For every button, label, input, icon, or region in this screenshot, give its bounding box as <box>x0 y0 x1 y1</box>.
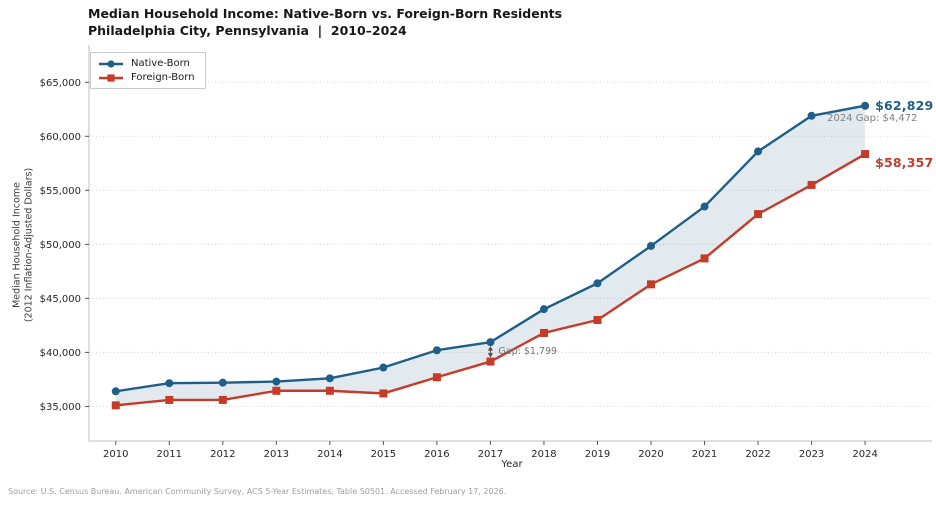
data-point-marker <box>325 386 334 395</box>
y-tick-label: $55,000 <box>40 186 81 197</box>
data-point-marker <box>272 386 281 395</box>
data-point-marker <box>700 202 709 211</box>
x-tick-label: 2017 <box>478 449 503 460</box>
data-point-marker <box>165 379 174 388</box>
chart-title-line2: Philadelphia City, Pennsylvania | 2010–2… <box>88 23 407 38</box>
legend-item-foreign-born: Foreign-Born <box>98 72 195 83</box>
foreign-born-line-marker-icon <box>99 73 123 82</box>
data-point-marker <box>486 338 495 347</box>
gap-arrow-head-up <box>487 346 494 351</box>
data-point-marker <box>379 363 388 372</box>
y-tick-label: $50,000 <box>40 240 81 251</box>
y-axis-label-line1: Median Household Income <box>11 182 23 308</box>
native-born-line-marker-icon <box>99 59 123 68</box>
legend-label-foreign-born: Foreign-Born <box>131 72 195 83</box>
y-tick-label: $35,000 <box>40 402 81 413</box>
data-point-marker <box>754 147 763 156</box>
legend-label-native-born: Native-Born <box>131 58 190 69</box>
x-tick-label: 2014 <box>317 449 342 460</box>
end-label-foreign: $58,357 <box>875 155 934 171</box>
data-point-marker <box>754 210 763 219</box>
y-axis-label: Median Household Income (2012 Inflation-… <box>12 168 35 322</box>
source-note: Source: U.S. Census Bureau. American Com… <box>8 487 507 496</box>
legend-item-native-born: Native-Born <box>98 58 195 69</box>
data-point-marker <box>111 401 120 410</box>
data-point-marker <box>432 346 441 355</box>
x-tick-label: 2015 <box>371 449 396 460</box>
data-point-marker <box>861 101 870 110</box>
x-tick-label: 2022 <box>745 449 770 460</box>
data-point-marker <box>379 389 388 398</box>
x-tick-label: 2010 <box>103 449 128 460</box>
data-point-marker <box>700 254 709 263</box>
data-point-marker <box>861 150 870 159</box>
data-point-marker <box>486 357 495 366</box>
y-axis-label-line2: (2012 Inflation-Adjusted Dollars) <box>23 167 34 323</box>
data-point-marker <box>272 377 281 386</box>
data-point-marker <box>432 373 441 382</box>
data-point-marker <box>218 395 227 404</box>
gap-arrow-head-down <box>487 353 494 358</box>
data-point-marker <box>593 315 602 324</box>
x-tick-label: 2020 <box>638 449 663 460</box>
x-tick-label: 2021 <box>692 449 717 460</box>
data-point-marker <box>807 111 816 120</box>
data-point-marker <box>165 395 174 404</box>
data-point-marker <box>647 280 655 289</box>
x-tick-label: 2018 <box>531 449 556 460</box>
data-point-marker <box>593 279 602 288</box>
end-label-native: $62,829 <box>875 97 934 113</box>
data-point-marker <box>647 241 655 250</box>
x-tick-label: 2016 <box>424 449 449 460</box>
legend: Native-Born Foreign-Born <box>90 52 206 89</box>
data-point-marker <box>539 328 548 337</box>
x-tick-label: 2019 <box>585 449 610 460</box>
chart-title: Median Household Income: Native-Born vs.… <box>88 5 562 39</box>
x-tick-label: 2024 <box>852 449 877 460</box>
y-tick-label: $65,000 <box>40 78 81 89</box>
data-point-marker <box>539 305 548 314</box>
x-axis-label: Year <box>501 459 523 470</box>
gap-2017-label: Gap: $1,799 <box>498 345 558 357</box>
x-tick-label: 2023 <box>799 449 824 460</box>
y-tick-label: $45,000 <box>40 294 81 305</box>
data-point-marker <box>111 387 120 396</box>
y-tick-label: $60,000 <box>40 132 81 143</box>
x-tick-label: 2012 <box>210 449 235 460</box>
y-tick-label: $40,000 <box>40 348 81 359</box>
x-tick-label: 2013 <box>264 449 289 460</box>
data-point-marker <box>325 374 334 383</box>
x-tick-label: 2011 <box>157 449 182 460</box>
chart-title-line1: Median Household Income: Native-Born vs.… <box>88 6 563 21</box>
data-point-marker <box>807 180 816 189</box>
gap-2024-label: 2024 Gap: $4,472 <box>827 113 918 124</box>
data-point-marker <box>218 378 227 387</box>
